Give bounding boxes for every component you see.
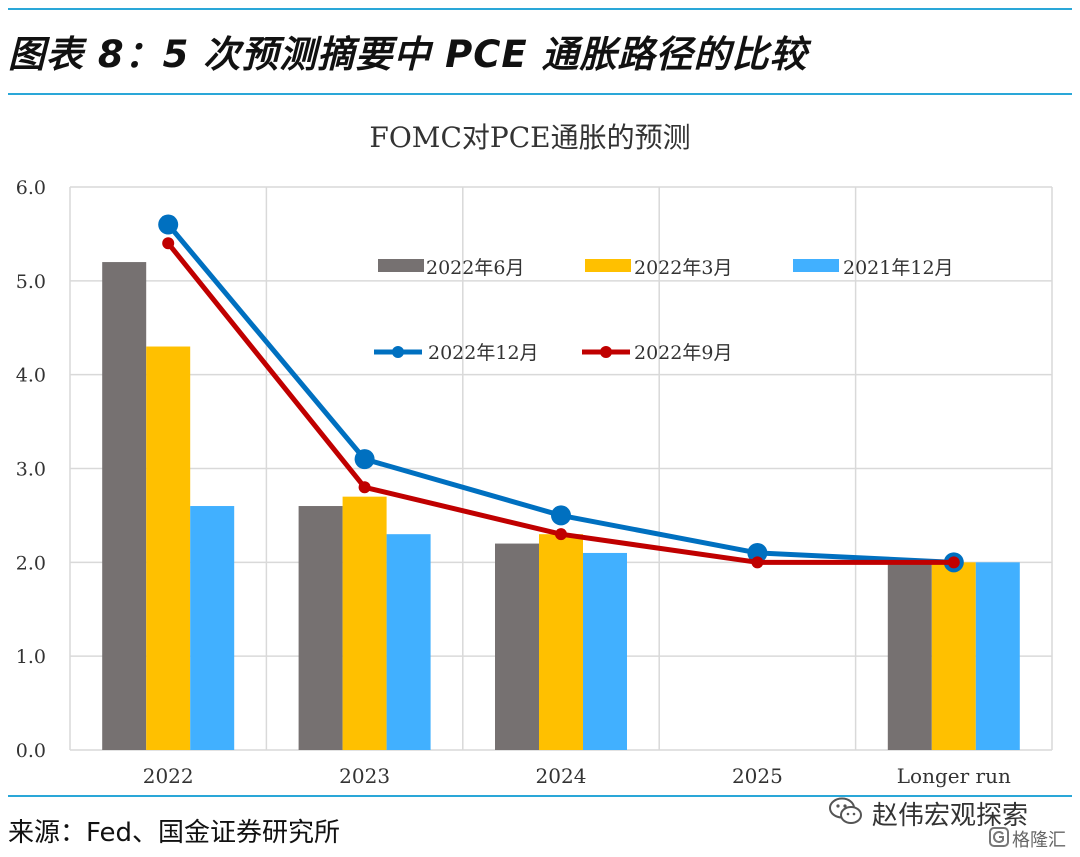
bar xyxy=(190,506,235,750)
x-tick-label: 2025 xyxy=(732,764,783,788)
line-point xyxy=(354,449,375,470)
bottom-rule xyxy=(8,795,1072,797)
source-note: 来源：Fed、国金证券研究所 xyxy=(8,818,341,848)
line-point xyxy=(158,214,179,235)
y-tick-label: 2.0 xyxy=(16,552,46,574)
bar xyxy=(975,562,1020,750)
chart-title: FOMC对PCE通胀的预测 xyxy=(369,121,691,154)
bar xyxy=(386,534,431,750)
bar xyxy=(583,552,627,750)
top-rule xyxy=(8,8,1072,10)
wechat-icon xyxy=(829,797,862,824)
x-tick-label: 2022 xyxy=(143,764,194,788)
bar xyxy=(495,543,539,750)
line-point xyxy=(751,556,764,569)
line-point xyxy=(947,556,960,569)
legend-swatch xyxy=(378,259,424,272)
legend-label: 2022年3月 xyxy=(634,257,732,279)
y-tick-label: 3.0 xyxy=(16,459,46,481)
bar xyxy=(342,496,387,750)
bar xyxy=(102,262,147,750)
bar xyxy=(931,562,976,750)
legend-marker xyxy=(392,346,404,358)
bar xyxy=(539,534,583,750)
legend-label: 2022年6月 xyxy=(426,257,524,279)
bar xyxy=(298,506,343,750)
figure-title: 图表 8：5 次预测摘要中 PCE 通胀路径的比较 xyxy=(8,33,808,76)
line-point xyxy=(555,528,567,541)
y-tick-label: 4.0 xyxy=(16,365,46,387)
x-tick-label: 2023 xyxy=(339,764,390,788)
bar xyxy=(887,562,932,750)
y-tick-label: 6.0 xyxy=(16,177,46,199)
gelonghui-logo-icon xyxy=(989,827,1009,847)
y-tick-label: 0.0 xyxy=(16,740,46,762)
line-point xyxy=(358,481,371,494)
y-tick-label: 5.0 xyxy=(16,271,46,293)
x-tick-label: Longer run xyxy=(897,764,1011,788)
line-point xyxy=(747,542,768,563)
watermark-source: 格隆汇 xyxy=(1012,830,1066,851)
legend-label: 2021年12月 xyxy=(843,257,954,279)
legend-label: 2022年12月 xyxy=(428,342,539,364)
legend-swatch xyxy=(793,259,839,272)
legend-swatch xyxy=(585,259,631,272)
y-tick-label: 1.0 xyxy=(16,646,46,668)
watermark-account-name: 赵伟宏观探索 xyxy=(872,801,1029,831)
line-point xyxy=(551,505,571,526)
legend-label: 2022年9月 xyxy=(634,342,732,364)
x-tick-label: 2024 xyxy=(536,764,587,788)
legend-marker xyxy=(600,346,612,358)
title-underline-rule xyxy=(8,93,1072,95)
bar xyxy=(146,346,191,750)
line-point xyxy=(162,237,175,250)
